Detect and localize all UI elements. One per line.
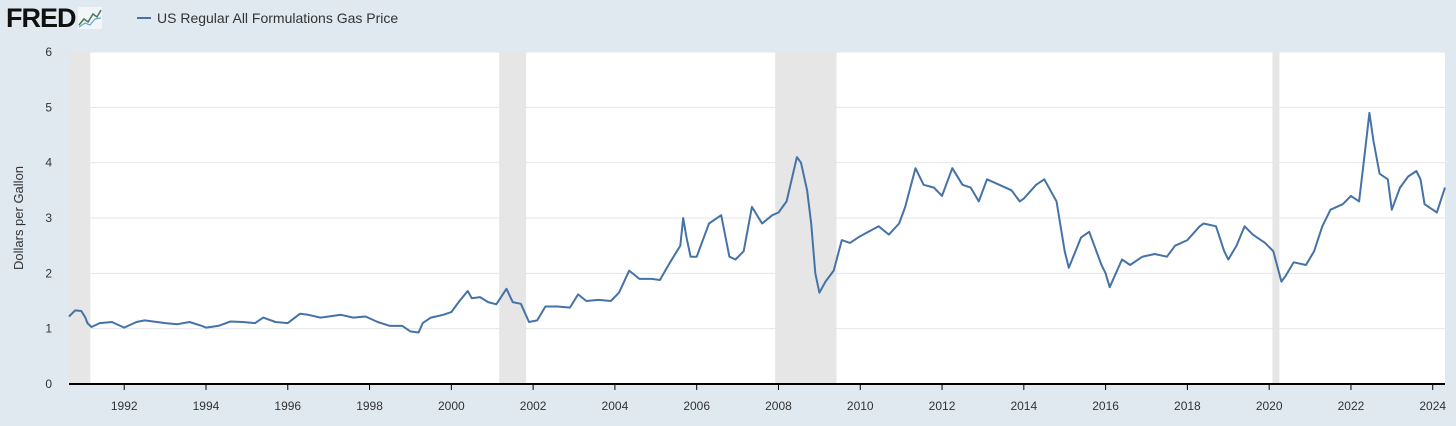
- legend-label: US Regular All Formulations Gas Price: [157, 10, 399, 26]
- y-tick-label: 5: [45, 100, 52, 114]
- line-chart: 0 1 2 3 4 5 6 1992 1994 1996 1998 2000 2002 2004 2006…: [11, 45, 1446, 413]
- x-tick-label: 2024: [1419, 399, 1446, 413]
- x-tick-label: 2016: [1092, 399, 1119, 413]
- x-tick-label: 2006: [683, 399, 710, 413]
- fred-logo-text: FRED: [6, 3, 76, 33]
- gridlines: [69, 51, 1445, 330]
- y-tick-label: 3: [45, 211, 52, 225]
- x-tick-label: 2004: [602, 399, 629, 413]
- x-tick-label: 1992: [111, 399, 138, 413]
- chart-legend[interactable]: US Regular All Formulations Gas Price: [137, 9, 398, 27]
- x-tick-label: 2002: [520, 399, 547, 413]
- y-tick-label: 6: [45, 45, 52, 59]
- x-tick-label: 2014: [1010, 399, 1037, 413]
- y-tick-label: 0: [45, 377, 52, 391]
- chart-line-icon: [77, 7, 102, 29]
- x-tick-label: 2012: [929, 399, 956, 413]
- y-axis-title: Dollars per Gallon: [11, 166, 26, 270]
- fred-logo[interactable]: FRED: [6, 3, 102, 33]
- x-tick-label: 1998: [356, 399, 383, 413]
- series-line-gas-price: [68, 111, 1446, 334]
- y-tick-label: 1: [45, 322, 52, 336]
- chart-header: FRED US Regular All Formulations Gas Pri…: [0, 0, 1456, 36]
- x-tick-label: 2022: [1338, 399, 1365, 413]
- x-tick-label: 2000: [438, 399, 465, 413]
- x-tick-label: 1996: [274, 399, 301, 413]
- x-tick-label: 1994: [193, 399, 220, 413]
- x-tick-label: 2008: [765, 399, 792, 413]
- x-tick-label: 2010: [847, 399, 874, 413]
- x-tick-label: 2018: [1174, 399, 1201, 413]
- legend-swatch: [137, 17, 151, 19]
- y-tick-label: 2: [45, 266, 52, 280]
- x-tick-label: 2020: [1256, 399, 1283, 413]
- x-axis-ticks: 1992 1994 1996 1998 2000 2002 2004 2006 2008 2010…: [111, 384, 1446, 413]
- y-axis-ticks: 0 1 2 3 4 5 6: [45, 45, 52, 391]
- y-tick-label: 4: [45, 156, 52, 170]
